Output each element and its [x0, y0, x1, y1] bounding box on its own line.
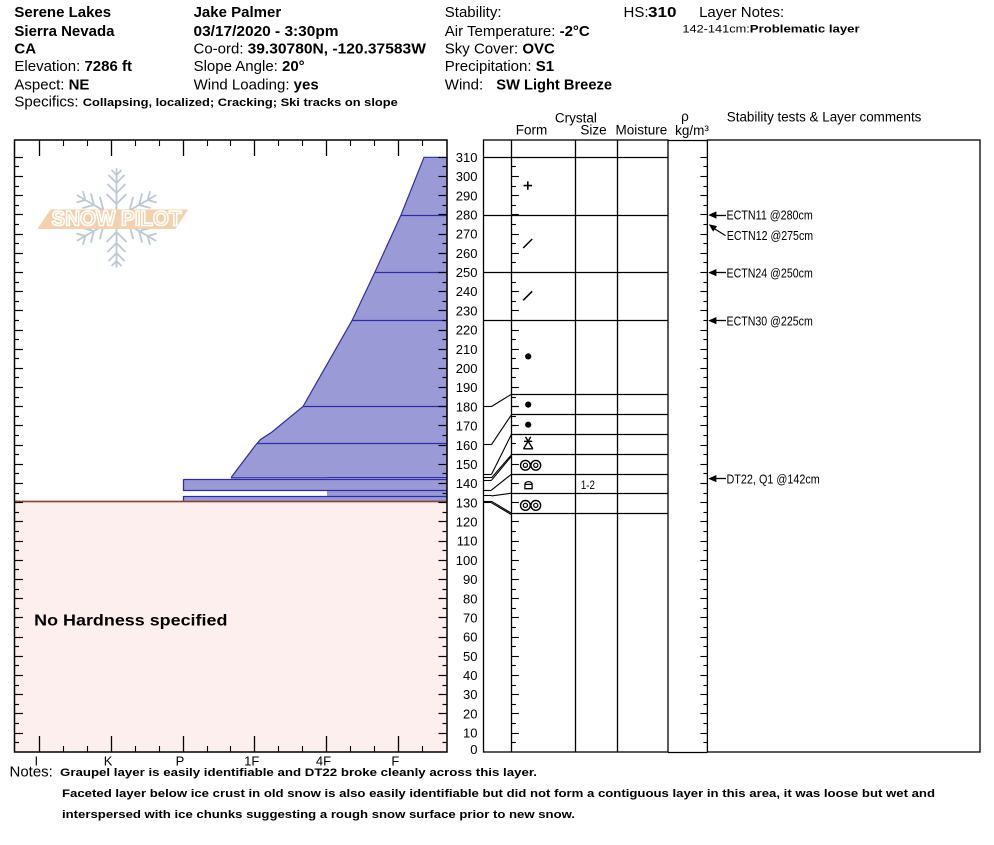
svg-text:10: 10 [463, 726, 477, 741]
svg-text:03/17/2020 - 3:30pm: 03/17/2020 - 3:30pm [194, 23, 339, 40]
svg-text:Size: Size [580, 123, 606, 138]
svg-text:20: 20 [463, 706, 477, 721]
svg-text:Notes:: Notes: [10, 764, 53, 781]
svg-text:Crystal: Crystal [555, 110, 597, 125]
svg-text:160: 160 [456, 438, 478, 453]
svg-text:Stability tests & Layer commen: Stability tests & Layer comments [727, 110, 922, 125]
svg-text:DT22, Q1 @142cm: DT22, Q1 @142cm [727, 471, 820, 486]
svg-text:200: 200 [456, 361, 478, 376]
svg-text:Problematic layer: Problematic layer [750, 24, 861, 36]
svg-text:220: 220 [456, 323, 478, 338]
svg-text:Wind:: Wind: [445, 77, 483, 94]
svg-text:210: 210 [456, 342, 478, 357]
svg-text:Graupel layer is easily identi: Graupel layer is easily identifiable and… [60, 767, 537, 779]
svg-text:Jake Palmer: Jake Palmer [194, 4, 282, 21]
svg-text:I: I [34, 754, 38, 769]
svg-text:310: 310 [648, 4, 677, 21]
svg-text:ECTN24 @250cm: ECTN24 @250cm [727, 265, 813, 280]
svg-text:Faceted layer below ice crust: Faceted layer below ice crust in old sno… [62, 788, 935, 800]
svg-text:190: 190 [456, 380, 478, 395]
svg-text:290: 290 [456, 188, 478, 203]
svg-text:Serene Lakes: Serene Lakes [14, 4, 111, 21]
svg-text:Form: Form [516, 123, 548, 138]
svg-text:No Hardness specified: No Hardness specified [34, 613, 227, 630]
svg-text:240: 240 [456, 284, 478, 299]
svg-text:270: 270 [456, 227, 478, 242]
svg-text:Air Temperature: -2°C: Air Temperature: -2°C [445, 23, 590, 40]
svg-text:P: P [176, 754, 185, 769]
svg-text:260: 260 [456, 246, 478, 261]
svg-text:60: 60 [463, 630, 477, 645]
svg-text:70: 70 [463, 611, 477, 626]
svg-text:110: 110 [457, 534, 478, 549]
svg-text:Wind Loading: yes: Wind Loading: yes [194, 77, 319, 94]
svg-text:ρ: ρ [681, 109, 689, 124]
svg-text:30: 30 [463, 687, 477, 702]
svg-text:80: 80 [463, 591, 477, 606]
svg-text:39.30780N, -120.37583W: 39.30780N, -120.37583W [248, 41, 427, 58]
svg-text:250: 250 [456, 265, 478, 280]
svg-text:230: 230 [456, 303, 478, 318]
svg-text:Co-ord:: Co-ord: [194, 41, 244, 58]
svg-text:40: 40 [463, 668, 477, 683]
svg-text:120: 120 [456, 515, 478, 530]
svg-text:CA: CA [14, 41, 36, 58]
svg-text:Slope Angle: 20°: Slope Angle: 20° [194, 58, 305, 75]
svg-text:Stability:: Stability: [445, 4, 502, 21]
svg-text:4F: 4F [316, 754, 331, 769]
svg-text:SW Light Breeze: SW Light Breeze [496, 77, 612, 94]
svg-text:1F: 1F [244, 754, 259, 769]
svg-text:90: 90 [463, 572, 477, 587]
svg-text:100: 100 [456, 553, 478, 568]
svg-text:Sky Cover: OVC: Sky Cover: OVC [445, 41, 555, 58]
svg-text:ECTN12 @275cm: ECTN12 @275cm [727, 228, 813, 243]
svg-text:140: 140 [456, 476, 478, 491]
svg-text:130: 130 [456, 495, 478, 510]
svg-text:170: 170 [456, 419, 478, 434]
svg-text:HS:: HS: [624, 4, 649, 21]
svg-text:300: 300 [456, 169, 478, 184]
svg-text:150: 150 [456, 457, 478, 472]
svg-text:SNOW PILOT: SNOW PILOT [52, 208, 182, 231]
svg-text:interspersed with ice chunks s: interspersed with ice chunks suggesting … [62, 809, 575, 821]
svg-text:Layer Notes:: Layer Notes: [699, 4, 784, 21]
svg-text:Aspect: NE: Aspect: NE [14, 77, 89, 94]
svg-text:kg/m³: kg/m³ [675, 123, 709, 138]
svg-text:ECTN30 @225cm: ECTN30 @225cm [727, 313, 813, 328]
svg-text:180: 180 [456, 399, 478, 414]
svg-text:1-2: 1-2 [581, 480, 595, 492]
svg-text:Moisture: Moisture [616, 123, 668, 138]
svg-text:310: 310 [456, 150, 478, 165]
svg-text:Precipitation: S1: Precipitation: S1 [445, 58, 554, 75]
svg-text:0: 0 [470, 742, 477, 757]
svg-text:K: K [104, 754, 113, 769]
svg-text:50: 50 [463, 649, 477, 664]
svg-text:142-141cm:: 142-141cm: [682, 24, 749, 36]
svg-text:F: F [391, 754, 399, 769]
svg-text:280: 280 [456, 208, 478, 223]
svg-text:Sierra Nevada: Sierra Nevada [14, 23, 115, 40]
svg-text:Specifics: Collapsing, localiz: Specifics: Collapsing, localized; Cracki… [14, 94, 397, 111]
svg-text:Elevation: 7286 ft: Elevation: 7286 ft [14, 58, 132, 75]
svg-text:ECTN11 @280cm: ECTN11 @280cm [727, 208, 813, 223]
